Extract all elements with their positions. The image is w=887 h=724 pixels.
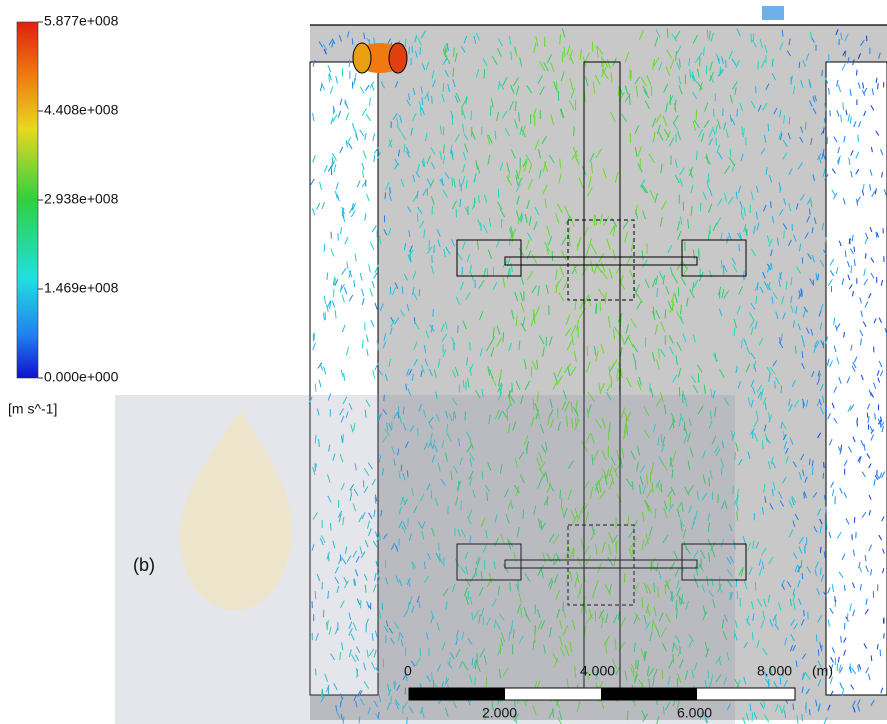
vector — [470, 342, 471, 350]
legend-label: 2.938e+008 — [44, 191, 119, 207]
scale-label: 2.000 — [482, 705, 517, 721]
vector — [849, 239, 850, 245]
vector — [495, 131, 496, 140]
scale-bar-segment — [601, 688, 697, 700]
vector — [534, 314, 535, 324]
vector — [690, 69, 691, 77]
vector — [533, 309, 534, 320]
vector — [678, 287, 679, 296]
vector — [867, 413, 868, 418]
vector — [352, 38, 353, 44]
vector — [390, 187, 391, 193]
vector — [574, 126, 575, 136]
vector — [385, 192, 386, 199]
vector — [823, 473, 824, 479]
vector — [799, 62, 800, 68]
vector — [822, 645, 823, 651]
vector — [315, 384, 316, 392]
vector — [865, 253, 866, 258]
vector — [843, 102, 844, 109]
inlet-end — [389, 43, 407, 73]
vector — [659, 348, 660, 358]
legend: 5.877e+008 4.408e+008 2.938e+008 1.469e+008… — [38, 13, 119, 385]
vector — [802, 351, 803, 358]
vector — [752, 713, 753, 722]
vector — [432, 96, 433, 104]
vector — [820, 547, 821, 553]
vector — [484, 69, 485, 78]
vector — [443, 83, 444, 92]
vector-cluster — [762, 6, 784, 20]
vector — [562, 52, 563, 62]
vector — [458, 325, 459, 333]
vector — [338, 233, 339, 241]
legend-unit: [m s^-1] — [8, 401, 57, 417]
scale-bar — [409, 688, 795, 700]
vector — [354, 280, 355, 287]
vector — [825, 507, 826, 514]
vector — [775, 381, 776, 388]
vector — [858, 135, 859, 142]
inlet-end — [353, 43, 371, 73]
vector — [763, 441, 764, 450]
scale-label: 4.000 — [580, 663, 615, 679]
vector — [768, 124, 769, 132]
vector — [810, 209, 811, 216]
vector — [829, 88, 830, 95]
vector — [854, 246, 855, 252]
figure: 5.877e+008 4.408e+008 2.938e+008 1.469e+008… — [0, 0, 887, 724]
vector — [594, 214, 595, 225]
legend-label: 0.000e+000 — [44, 369, 119, 385]
legend-label: 4.408e+008 — [44, 102, 119, 118]
scale-unit: (m) — [812, 663, 833, 679]
vector — [805, 122, 806, 130]
vector — [713, 109, 714, 117]
panel-label: (b) — [133, 555, 155, 575]
vector — [822, 70, 823, 76]
vector — [851, 266, 852, 273]
vector — [585, 92, 586, 102]
vector — [737, 591, 738, 599]
vector — [857, 421, 858, 427]
vector — [857, 70, 858, 76]
legend-label: 5.877e+008 — [44, 13, 119, 29]
vector — [878, 83, 879, 89]
vector — [417, 214, 418, 222]
vector — [789, 117, 790, 124]
vector — [845, 51, 846, 57]
vector — [454, 343, 455, 351]
scale-label: 0 — [404, 663, 412, 679]
vector — [751, 34, 752, 43]
vector — [454, 48, 455, 57]
vector — [696, 151, 697, 160]
vector — [871, 655, 872, 661]
vector — [841, 636, 842, 643]
vector — [324, 244, 325, 252]
scale-label: 6.000 — [677, 705, 712, 721]
vector — [481, 223, 482, 232]
vector — [402, 286, 403, 294]
legend-label: 1.469e+008 — [44, 280, 119, 296]
vector — [726, 60, 727, 67]
vector — [452, 177, 453, 185]
vector — [784, 230, 785, 238]
color-bar — [17, 22, 38, 378]
vector — [824, 462, 825, 468]
vector — [631, 70, 632, 81]
vector — [802, 290, 803, 297]
vector — [812, 467, 813, 475]
scale-label: 8.000 — [757, 663, 792, 679]
vector — [818, 649, 819, 655]
vector — [820, 568, 821, 575]
vector — [676, 51, 677, 61]
vector — [801, 560, 802, 568]
vector — [406, 384, 407, 391]
scale-bar-segment — [409, 688, 505, 700]
vector — [503, 332, 504, 342]
